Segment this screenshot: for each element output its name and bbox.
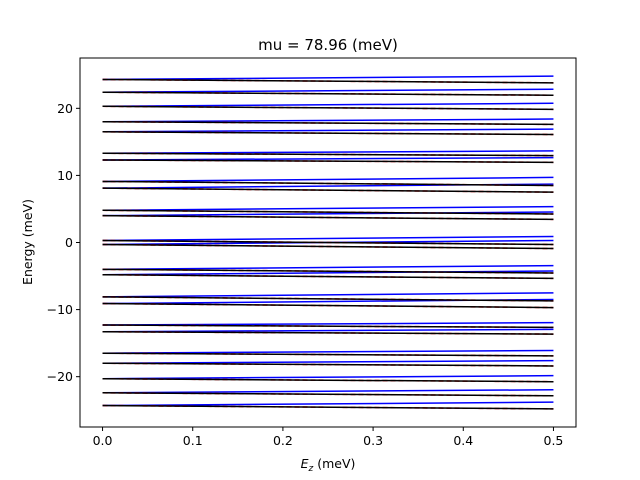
energy-level-line <box>102 91 554 96</box>
x-tick-label: 0.2 <box>273 433 293 448</box>
energy-level-line <box>102 362 554 367</box>
y-tick-label: 0 <box>65 235 73 250</box>
energy-level-line <box>102 118 554 123</box>
energy-level-line <box>102 264 554 271</box>
x-tick-label: 0.4 <box>453 433 473 448</box>
energy-level-line <box>102 389 554 394</box>
energy-level-line <box>102 352 554 357</box>
energy-level-line <box>102 296 554 302</box>
chart-title: mu = 78.96 (meV) <box>258 36 398 54</box>
y-tick-label: 10 <box>57 168 73 183</box>
energy-level-line <box>102 159 554 164</box>
x-tick-label: 0.1 <box>183 433 203 448</box>
energy-level-line <box>102 120 554 126</box>
y-tick-label: 20 <box>57 101 73 116</box>
energy-level-line <box>102 324 554 329</box>
x-tick-label: 0.0 <box>93 433 113 448</box>
energy-level-line <box>102 176 554 183</box>
energy-level-line <box>102 359 554 365</box>
energy-level-line <box>102 328 554 333</box>
energy-level-line <box>102 330 554 335</box>
energy-level-line <box>102 270 554 276</box>
energy-level-line <box>102 211 554 217</box>
energy-level-line <box>102 209 554 215</box>
energy-level-line <box>102 88 554 93</box>
energy-level-line <box>102 302 554 309</box>
x-axis-label: Ez (meV) <box>301 456 356 474</box>
energy-level-line <box>102 102 554 108</box>
energy-level-line <box>102 292 554 298</box>
energy-level-line <box>102 273 554 280</box>
energy-level-line <box>102 377 554 383</box>
y-axis-label: Energy (meV) <box>20 199 35 285</box>
x-axis: 0.0 0.1 0.2 0.3 0.4 0.5 <box>93 427 564 448</box>
energy-level-line <box>102 392 554 397</box>
energy-levels <box>102 75 554 410</box>
y-tick-label: −20 <box>47 369 73 384</box>
energy-level-line <box>102 214 554 221</box>
energy-level-line <box>102 239 554 246</box>
y-axis: −20 −10 0 10 20 <box>47 101 80 384</box>
energy-level-line <box>102 78 554 84</box>
energy-level-line <box>102 401 554 407</box>
energy-level-line <box>102 374 554 380</box>
energy-level-line <box>102 268 554 274</box>
energy-level-line <box>102 180 554 187</box>
energy-level-line <box>102 128 554 133</box>
energy-level-line <box>102 321 554 326</box>
energy-level-line <box>102 131 554 136</box>
energy-level-line <box>102 152 554 157</box>
energy-level-line <box>102 235 554 242</box>
energy-level-line <box>102 150 554 155</box>
energy-level-line <box>102 75 554 81</box>
energy-level-line <box>102 156 554 161</box>
y-tick-label: −10 <box>47 302 73 317</box>
energy-level-line <box>102 205 554 212</box>
x-tick-label: 0.5 <box>544 433 564 448</box>
energy-level-line <box>102 404 554 410</box>
energy-level-line <box>102 349 554 354</box>
x-tick-label: 0.3 <box>363 433 383 448</box>
energy-level-line <box>102 243 554 250</box>
energy-level-line <box>102 105 554 111</box>
energy-level-line <box>102 187 554 193</box>
